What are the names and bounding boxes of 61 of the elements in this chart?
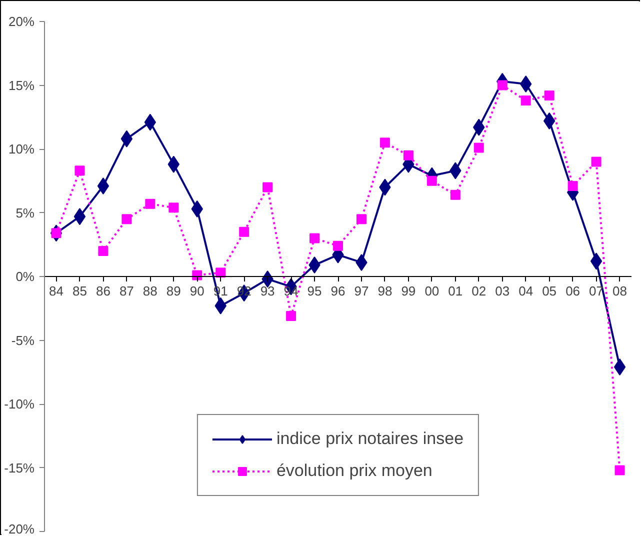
- y-tick-label: -20%: [4, 522, 35, 536]
- point: [544, 90, 554, 100]
- y-tick-label: 5%: [16, 205, 35, 220]
- point: [97, 177, 110, 194]
- x-tick-label: 90: [190, 284, 204, 298]
- point: [426, 176, 437, 186]
- point: [168, 202, 179, 213]
- point: [145, 198, 156, 209]
- x-tick-label: 85: [72, 284, 87, 298]
- legend-label: indice prix notaires insee: [276, 429, 464, 449]
- point: [74, 208, 86, 226]
- point: [590, 252, 602, 270]
- x-tick-label: 06: [566, 284, 580, 298]
- x-tick-label: 96: [330, 284, 346, 298]
- point: [356, 214, 366, 224]
- point: [310, 233, 320, 244]
- legend-label: évolution prix moyen: [276, 461, 432, 481]
- x-tick-label: 87: [119, 284, 134, 298]
- y-tick-label: -5%: [11, 332, 35, 348]
- y-tick-label: -15%: [4, 460, 35, 476]
- x-tick-label: 93: [260, 284, 275, 298]
- x-tick-label: 03: [495, 284, 510, 298]
- point: [450, 190, 460, 200]
- point: [520, 96, 531, 106]
- point: [216, 268, 226, 278]
- y-tick-label: 20%: [8, 14, 35, 29]
- x-tick-label: 97: [354, 284, 369, 298]
- x-tick-label: 02: [472, 284, 486, 298]
- y-tick-label: 10%: [8, 142, 35, 156]
- x-tick-label: 86: [96, 284, 110, 298]
- x-tick-label: 99: [401, 284, 416, 298]
- y-tick-label: 15%: [8, 78, 35, 93]
- x-tick-label: 98: [378, 284, 392, 298]
- x-tick-label: 08: [612, 284, 627, 298]
- point: [120, 130, 133, 148]
- point: [122, 214, 132, 224]
- point: [286, 311, 296, 322]
- point: [403, 150, 414, 160]
- y-tick-label: -10%: [4, 396, 35, 412]
- x-tick-label: 05: [542, 284, 557, 298]
- x-tick-label: 01: [448, 284, 463, 298]
- point: [591, 156, 602, 167]
- point: [543, 112, 556, 130]
- x-tick-label: 84: [49, 284, 64, 298]
- x-tick-label: 95: [307, 284, 322, 298]
- point: [568, 180, 578, 191]
- point: [614, 358, 626, 376]
- point: [497, 80, 508, 90]
- point: [98, 246, 108, 256]
- point: [74, 166, 85, 176]
- x-tick-label: 00: [424, 284, 440, 298]
- point: [262, 182, 273, 192]
- point: [333, 240, 343, 251]
- point: [239, 226, 250, 237]
- point: [614, 465, 625, 476]
- point: [474, 142, 484, 153]
- y-tick-label: 0%: [16, 269, 35, 284]
- x-tick-label: 88: [142, 284, 158, 298]
- x-tick-label: 89: [166, 284, 181, 298]
- x-tick-label: 04: [518, 284, 534, 298]
- point: [380, 138, 390, 148]
